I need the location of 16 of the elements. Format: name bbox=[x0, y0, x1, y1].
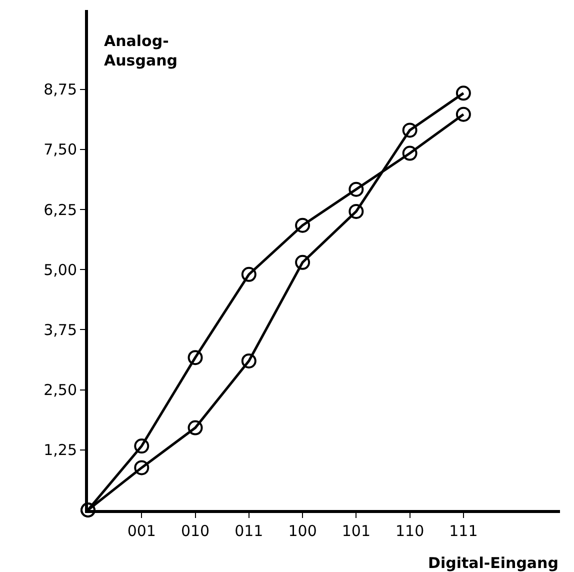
y-tick-label: 7,50 bbox=[44, 140, 77, 159]
x-tick-label: 010 bbox=[180, 522, 210, 540]
x-tick-label: 111 bbox=[449, 522, 478, 540]
y-tick-label: 6,25 bbox=[44, 200, 77, 219]
x-tick-label: 101 bbox=[342, 522, 370, 540]
y-axis-title: Analog- Ausgang bbox=[104, 32, 178, 70]
y-tick-label: 1,25 bbox=[44, 441, 77, 460]
y-tick-label: 5,00 bbox=[44, 260, 77, 279]
x-tick-label: 100 bbox=[288, 522, 317, 540]
x-tick-label: 110 bbox=[396, 522, 424, 540]
x-axis-title: Digital-Eingang bbox=[428, 554, 558, 572]
y-tick-label: 3,75 bbox=[44, 320, 77, 339]
x-tick-label: 001 bbox=[127, 522, 156, 540]
x-tick-label: 011 bbox=[234, 522, 264, 540]
y-tick-label: 2,50 bbox=[44, 381, 77, 400]
y-tick-label: 8,75 bbox=[44, 80, 77, 99]
